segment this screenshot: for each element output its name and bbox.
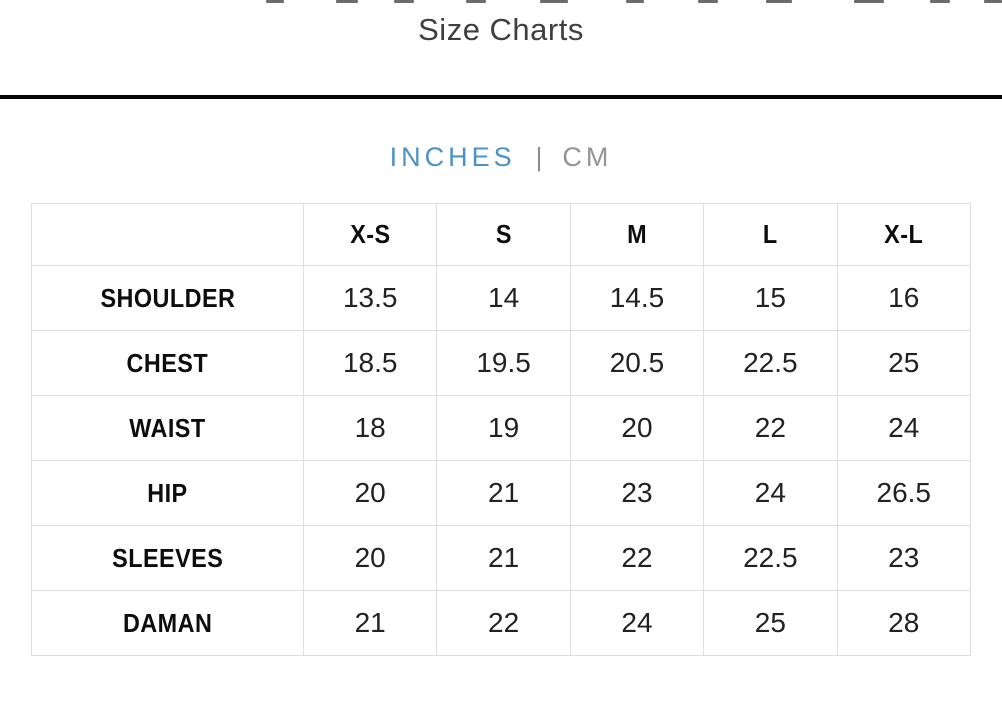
- section-divider: [0, 95, 1002, 99]
- measurement-value: 23: [569, 460, 705, 526]
- measurement-value: 18: [302, 395, 438, 461]
- size-col-header-m: M: [569, 203, 705, 266]
- measurement-value: 13.5: [302, 265, 438, 331]
- page-title: Size Charts: [418, 12, 584, 47]
- row-label: DAMAN: [31, 590, 304, 656]
- table-row-chest: CHEST 18.5 19.5 20.5 22.5 25: [31, 330, 971, 396]
- size-col-header-l: L: [703, 203, 838, 266]
- measurement-value: 21: [436, 460, 571, 526]
- table-row-daman: DAMAN 21 22 24 25 28: [31, 590, 971, 656]
- measurement-value: 20: [302, 460, 438, 526]
- measurement-value: 24: [569, 590, 705, 656]
- tab-cm[interactable]: CM: [562, 142, 613, 172]
- measurement-value: 18.5: [302, 330, 438, 396]
- measurement-value: 25: [703, 590, 838, 656]
- corner-cell: [31, 203, 304, 266]
- measurement-value: 22: [569, 525, 705, 591]
- size-col-header-xs: X-S: [302, 203, 438, 266]
- size-col-header-xl: X-L: [836, 203, 971, 266]
- measurement-value: 22.5: [703, 525, 838, 591]
- unit-toggle: INCHES | CM: [0, 142, 1002, 173]
- measurement-value: 28: [836, 590, 971, 656]
- measurement-value: 14.5: [569, 265, 705, 331]
- measurement-value: 15: [703, 265, 838, 331]
- measurement-value: 22.5: [703, 330, 838, 396]
- table-row-shoulder: SHOULDER 13.5 14 14.5 15 16: [31, 265, 971, 331]
- size-header-row: X-S S M L X-L: [31, 203, 971, 266]
- table-row-waist: WAIST 18 19 20 22 24: [31, 395, 971, 461]
- measurement-value: 24: [703, 460, 838, 526]
- unit-toggle-separator: |: [535, 142, 543, 172]
- row-label: HIP: [31, 460, 304, 526]
- table-row-sleeves: SLEEVES 20 21 22 22.5 23: [31, 525, 971, 591]
- measurement-value: 24: [836, 395, 971, 461]
- measurement-value: 22: [436, 590, 571, 656]
- measurement-value: 20: [569, 395, 705, 461]
- table-row-hip: HIP 20 21 23 24 26.5: [31, 460, 971, 526]
- row-label: WAIST: [31, 395, 304, 461]
- measurement-value: 14: [436, 265, 571, 331]
- measurement-value: 19.5: [436, 330, 571, 396]
- measurement-value: 25: [836, 330, 971, 396]
- measurement-value: 22: [703, 395, 838, 461]
- size-chart-table: X-S S M L X-L SHOULDER 13.5 14 14.5 15 1…: [31, 203, 971, 656]
- measurement-value: 26.5: [836, 460, 971, 526]
- measurement-value: 16: [836, 265, 971, 331]
- measurement-value: 21: [302, 590, 438, 656]
- measurement-value: 19: [436, 395, 571, 461]
- measurement-value: 20: [302, 525, 438, 591]
- cropped-text-remnant: [0, 0, 1002, 5]
- row-label: SLEEVES: [31, 525, 304, 591]
- measurement-value: 23: [836, 525, 971, 591]
- size-col-header-s: S: [436, 203, 571, 266]
- tab-inches[interactable]: INCHES: [389, 142, 516, 172]
- measurement-value: 21: [436, 525, 571, 591]
- measurement-value: 20.5: [569, 330, 705, 396]
- row-label: SHOULDER: [31, 265, 304, 331]
- row-label: CHEST: [31, 330, 304, 396]
